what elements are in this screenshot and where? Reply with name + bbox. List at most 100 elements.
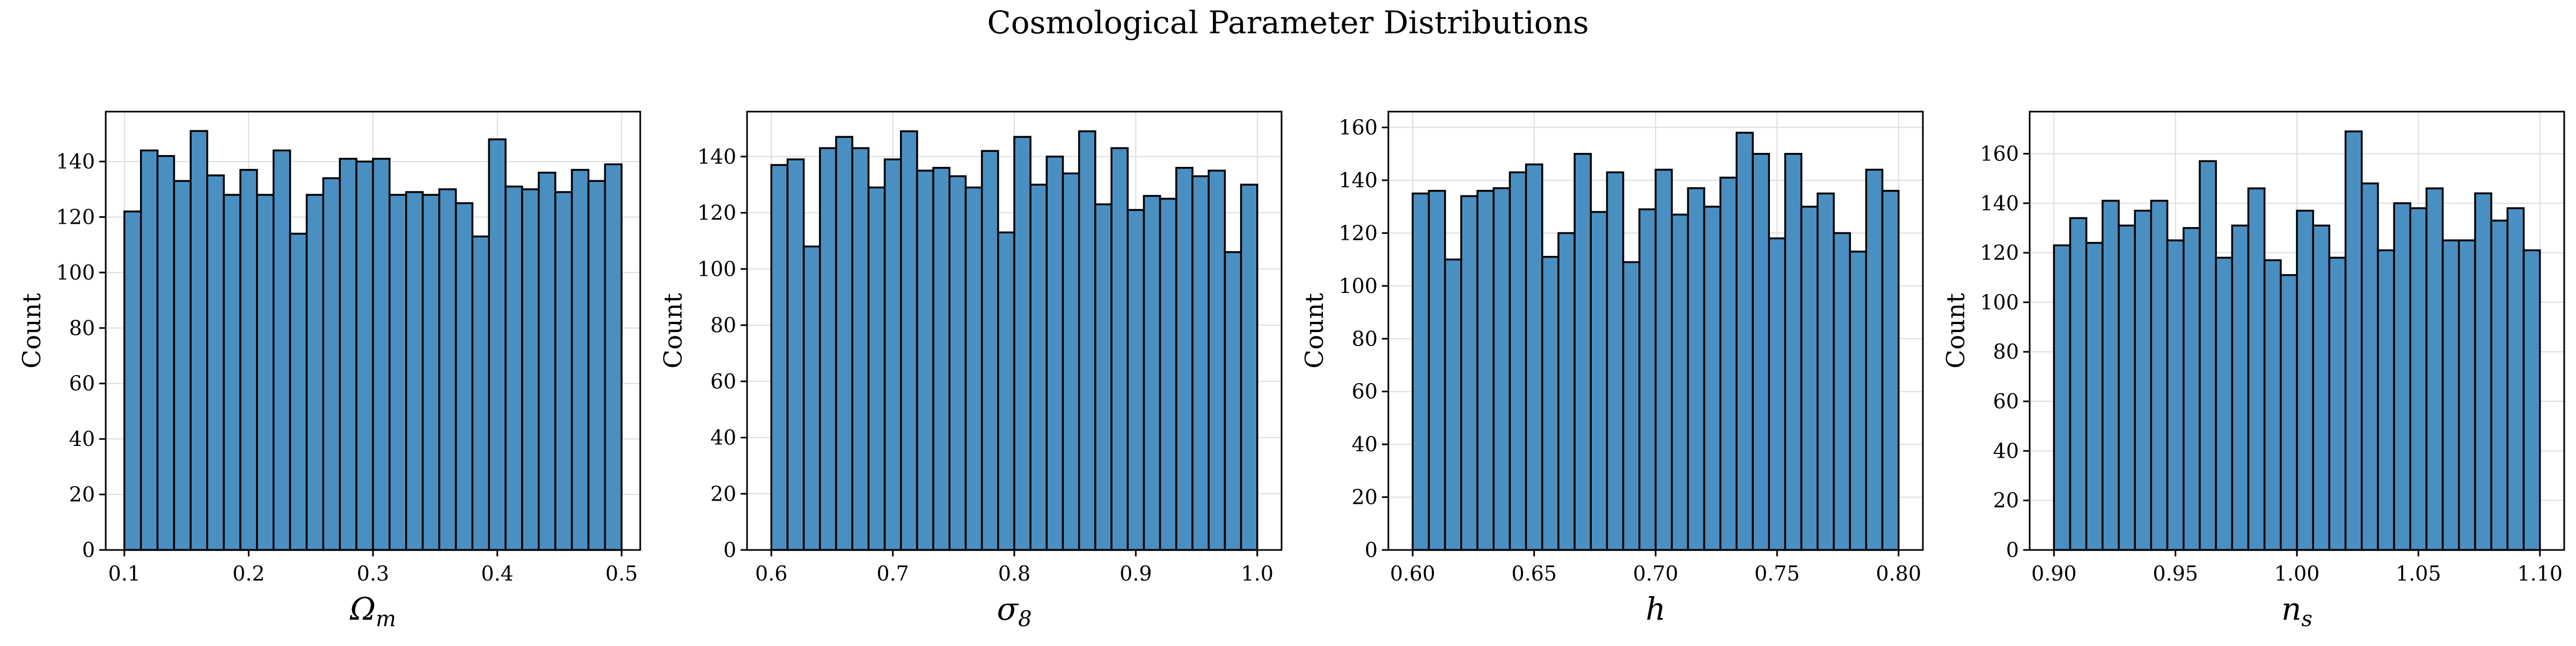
histogram-bar	[932, 166, 951, 551]
histogram-bar	[1525, 163, 1543, 551]
histogram-bar	[835, 136, 853, 551]
histogram-bar	[1557, 232, 1576, 551]
y-tick-label: 60	[1352, 380, 1378, 403]
x-axis-label: Ωm	[349, 591, 396, 632]
histogram-bar	[770, 164, 789, 551]
histogram-bar	[1541, 255, 1560, 551]
histogram-bar	[916, 170, 934, 551]
histogram-bar	[289, 232, 308, 551]
histogram-bar	[173, 180, 192, 551]
histogram-bar	[2409, 207, 2428, 551]
histogram-bar	[1191, 175, 1210, 551]
y-tick-label: 0	[2006, 538, 2019, 562]
histogram-bar	[2166, 239, 2185, 551]
histogram-bar	[1013, 136, 1031, 551]
y-tick-label: 0	[1365, 538, 1378, 562]
x-tick-label: 1.05	[2396, 562, 2441, 585]
histogram-bar	[1143, 195, 1161, 551]
x-tick-label: 1.0	[1241, 562, 1274, 585]
panel-1: 0.1 0.2 0.3 0.4 0.5 0 20 40 60 80 100 120 140 Count Ωm	[17, 111, 641, 632]
x-axis-label: σ8	[997, 591, 1031, 632]
histogram-bar	[802, 245, 821, 551]
x-tick-label: 0.7	[876, 562, 909, 585]
histogram-bar	[1411, 192, 1430, 551]
histogram-bar	[156, 155, 175, 551]
histogram-bar	[1574, 152, 1592, 551]
panel-3: 0.60 0.65 0.70 0.75 0.80 0 20 40 60 80 100 120 140 16…	[1300, 111, 1924, 627]
histogram-bar	[1240, 183, 1258, 551]
y-tick-label: 40	[69, 427, 95, 451]
x-tick-label: 0.80	[1876, 562, 1921, 585]
histogram-bar	[1094, 203, 1113, 551]
y-tick-label: 120	[1980, 241, 2019, 265]
y-tick-label: 100	[1338, 274, 1378, 298]
x-tick-label: 0.75	[1754, 562, 1800, 585]
y-axis-label: Count	[658, 293, 687, 369]
y-tick-label: 20	[69, 483, 95, 506]
y-tick-label: 60	[69, 372, 95, 395]
x-tick-label: 0.4	[481, 562, 513, 585]
histogram-bar	[587, 180, 606, 551]
y-tick-label: 60	[1993, 390, 2019, 413]
histogram-bar	[1703, 205, 1722, 551]
histogram-bar	[189, 130, 208, 551]
histogram-bar	[2069, 217, 2088, 551]
y-tick-label: 140	[1338, 168, 1378, 192]
histogram-bar	[2344, 130, 2363, 551]
histogram-bar	[2215, 256, 2234, 551]
y-tick-label: 20	[1993, 489, 2019, 512]
histogram-bar	[2360, 182, 2379, 551]
x-tick-label: 1.10	[2517, 562, 2563, 585]
y-tick-label: 80	[711, 313, 736, 337]
histogram-bar	[2441, 239, 2460, 551]
histogram-bar	[2312, 224, 2331, 551]
y-tick-label: 120	[697, 201, 736, 225]
histogram-bar	[2280, 274, 2298, 551]
x-axis-label: ns	[2281, 591, 2312, 632]
histogram-bar	[339, 158, 357, 551]
panel-4: 0.90 0.95 1.00 1.05 1.10 0 20 40 60 80 100 120 140 16…	[1941, 111, 2565, 632]
histogram-bar	[819, 147, 837, 551]
histogram-bar	[2474, 192, 2492, 551]
histogram-bar	[206, 174, 225, 551]
x-tick-label: 1.00	[2274, 562, 2320, 585]
x-tick-label: 0.5	[605, 562, 638, 585]
histogram-bar	[1719, 177, 1738, 551]
x-tick-label: 0.95	[2153, 562, 2198, 585]
x-tick-label: 0.6	[755, 562, 787, 585]
histogram-bar	[1736, 131, 1754, 551]
y-tick-label: 40	[711, 426, 736, 450]
histogram-bar	[2182, 227, 2201, 551]
histogram-bar	[421, 194, 441, 551]
histogram-bar	[1881, 189, 1900, 551]
x-tick-label: 0.3	[357, 562, 389, 585]
histogram-bar	[899, 130, 918, 551]
histogram-bar	[604, 163, 623, 551]
y-tick-label: 140	[56, 150, 95, 173]
x-tick-label: 0.90	[2031, 562, 2077, 585]
histogram-bar	[521, 188, 540, 551]
histogram-bar	[1800, 205, 1819, 551]
panel-2: 0.6 0.7 0.8 0.9 1.0 0 20 40 60 80 100 120 140 Count σ8	[658, 111, 1283, 632]
y-tick-label: 0	[723, 538, 736, 562]
y-tick-label: 100	[1980, 290, 2019, 314]
histogram-bar	[786, 158, 805, 551]
histogram-bar	[1029, 183, 1048, 551]
histogram-bar	[1126, 209, 1145, 551]
histogram-bar	[123, 210, 142, 551]
histogram-bar	[964, 186, 983, 551]
histogram-bar	[1606, 171, 1624, 551]
histogram-bar	[2522, 249, 2541, 551]
histogram-bar	[405, 191, 424, 551]
histogram-bar	[455, 202, 474, 551]
histogram-bar	[980, 150, 999, 551]
histogram-bar	[239, 168, 258, 551]
histogram-bar	[1622, 261, 1641, 551]
y-tick-label: 140	[697, 145, 736, 168]
x-tick-label: 0.60	[1390, 562, 1436, 585]
histogram-bar	[2490, 219, 2509, 551]
x-tick-label: 0.1	[108, 562, 141, 585]
histogram-bar	[2393, 202, 2412, 551]
histogram-bar	[272, 149, 291, 551]
